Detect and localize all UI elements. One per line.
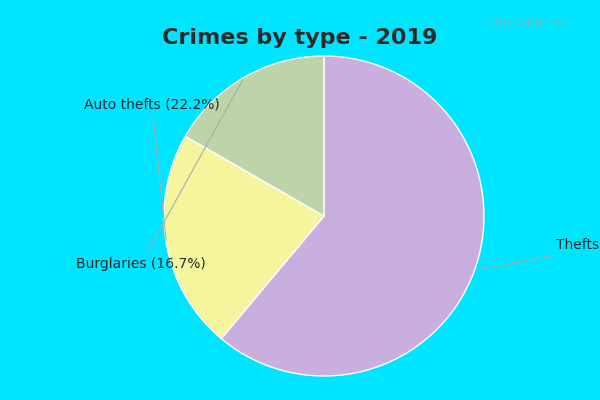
Text: Burglaries (16.7%): Burglaries (16.7%) <box>76 80 242 271</box>
Text: Auto thefts (22.2%): Auto thefts (22.2%) <box>84 97 220 241</box>
Text: City-Data.com: City-Data.com <box>488 16 572 29</box>
Wedge shape <box>185 56 324 216</box>
Text: Crimes by type - 2019: Crimes by type - 2019 <box>163 28 437 48</box>
Wedge shape <box>221 56 484 376</box>
Wedge shape <box>164 136 324 339</box>
Text: Thefts (61.1%): Thefts (61.1%) <box>477 238 600 270</box>
